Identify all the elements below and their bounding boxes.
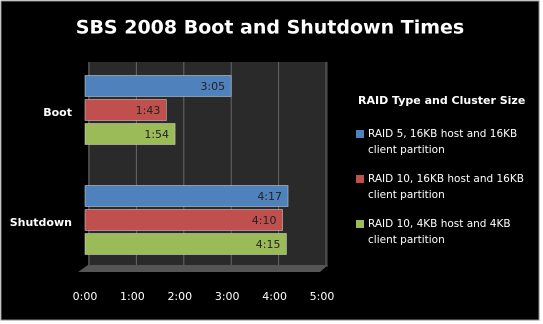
legend-title: RAID Type and Cluster Size	[358, 94, 525, 107]
x-tick-label: 1:00	[120, 290, 145, 303]
bar	[84, 99, 167, 121]
value-label: 4:10	[252, 214, 277, 227]
x-tick-label: 3:00	[215, 290, 240, 303]
legend-swatch	[356, 220, 364, 228]
x-tick-label: 0:00	[73, 290, 98, 303]
x-tick-label: 4:00	[262, 290, 287, 303]
legend-swatch	[356, 130, 364, 138]
value-label: 4:15	[256, 238, 281, 251]
bar	[84, 185, 289, 207]
bar	[84, 75, 232, 97]
legend-label: RAID 10, 16KB host and 16KB client parti…	[368, 173, 524, 201]
y-tick-label: Boot	[43, 106, 72, 119]
floor	[78, 265, 328, 272]
chart-title: SBS 2008 Boot and Shutdown Times	[76, 17, 464, 39]
bar	[84, 209, 283, 231]
x-tick-label: 5:00	[310, 290, 335, 303]
bar	[84, 123, 176, 145]
y-tick-label: Shutdown	[10, 216, 72, 229]
value-label: 1:54	[144, 128, 169, 141]
bar	[84, 233, 287, 255]
value-label: 1:43	[136, 104, 161, 117]
value-label: 4:17	[257, 190, 282, 203]
legend-label: RAID 5, 16KB host and 16KB client partit…	[368, 128, 518, 156]
value-label: 3:05	[200, 80, 225, 93]
legend-swatch	[356, 175, 364, 183]
x-tick-label: 2:00	[167, 290, 192, 303]
legend-label: RAID 10, 4KB host and 4KB client partiti…	[368, 218, 511, 246]
